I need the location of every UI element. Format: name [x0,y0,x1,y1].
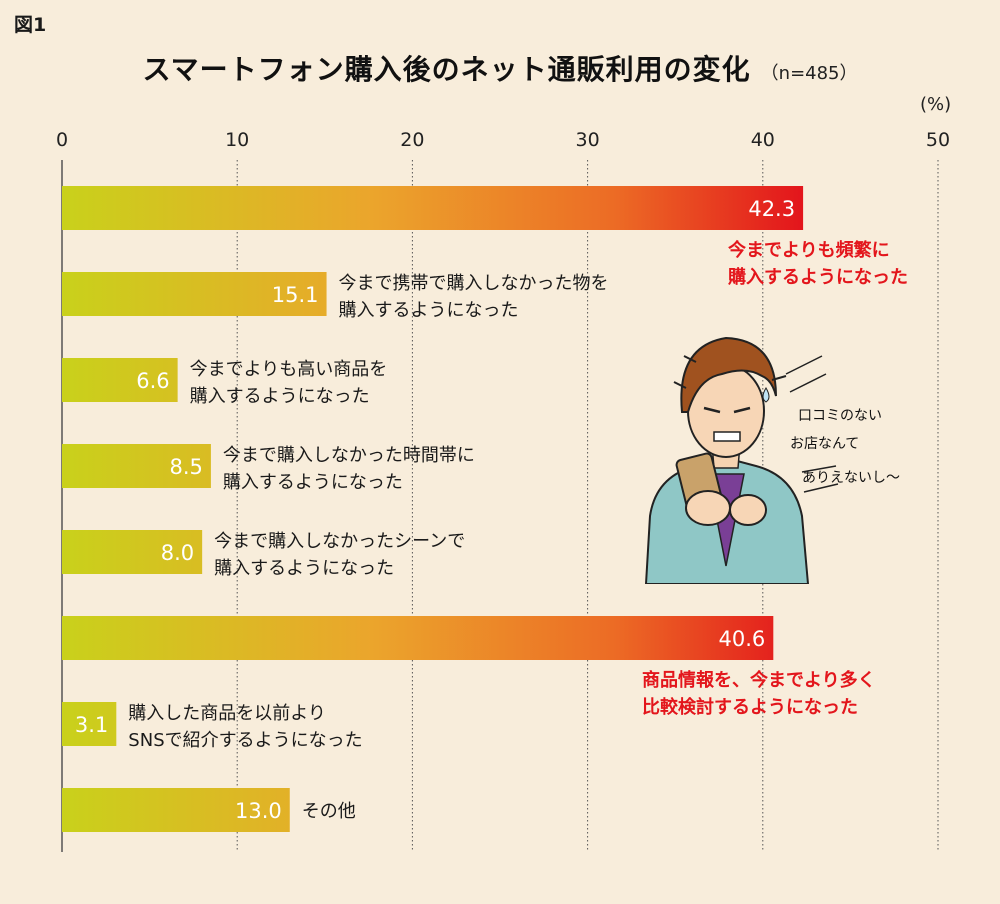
category-label: 今までよりも頻繁に [728,239,890,261]
bar [62,186,804,230]
bar-value-label: 8.0 [161,541,194,565]
category-label: 購入するようになった [190,386,370,407]
x-tick-label: 50 [926,129,950,151]
category-label: 今まで携帯で購入しなかった物を [339,273,609,294]
x-tick-label: 30 [576,129,600,151]
bar [62,702,117,746]
category-label: 購入するようになった [223,472,403,493]
category-label: 比較検討するようになった [642,696,858,718]
figure-label: 図1 [14,14,47,36]
bar [62,788,290,832]
x-tick-label: 40 [751,129,775,151]
bar-value-label: 6.6 [136,369,169,393]
category-label: 今までよりも高い商品を [190,359,388,380]
bar-value-label: 42.3 [748,197,795,221]
bar [62,272,327,316]
chart-subtitle: （n=485） [760,63,858,84]
category-label: 今まで購入しなかった時間帯に [223,445,475,466]
category-label: 商品情報を、今までより多く [642,669,876,691]
category-label: その他 [302,801,356,822]
speech-line: お店なんて [790,436,859,452]
bar [62,358,178,402]
bar-value-label: 15.1 [272,283,319,307]
speech-line: ありえないし〜 [802,470,900,486]
category-label: 今まで購入しなかったシーンで [214,531,465,552]
speech-line: 口コミのない [798,408,882,424]
bar-value-label: 13.0 [235,799,282,823]
bar-value-label: 3.1 [75,713,108,737]
bar [62,444,211,488]
chart-title: スマートフォン購入後のネット通販利用の変化 [142,53,751,86]
category-label: 購入した商品を以前より [128,703,326,724]
man-using-smartphone-icon: 口コミのない お店なんて ありえないし〜 [644,336,900,584]
x-tick-label: 10 [225,129,249,151]
category-label: 購入するようになった [727,266,908,288]
chart-title-block: スマートフォン購入後のネット通販利用の変化 （n=485） [0,48,1000,88]
bar-value-label: 40.6 [719,627,766,651]
bar [62,616,774,660]
category-label: 購入するようになった [214,558,394,579]
x-tick-label: 20 [400,129,424,151]
category-label: 購入するようになった [339,300,519,321]
bar [62,530,203,574]
x-tick-label: 0 [56,129,68,151]
bar-value-label: 8.5 [170,455,203,479]
unit-label: (%) [920,94,952,115]
category-label: SNSで紹介するようになった [128,730,362,751]
